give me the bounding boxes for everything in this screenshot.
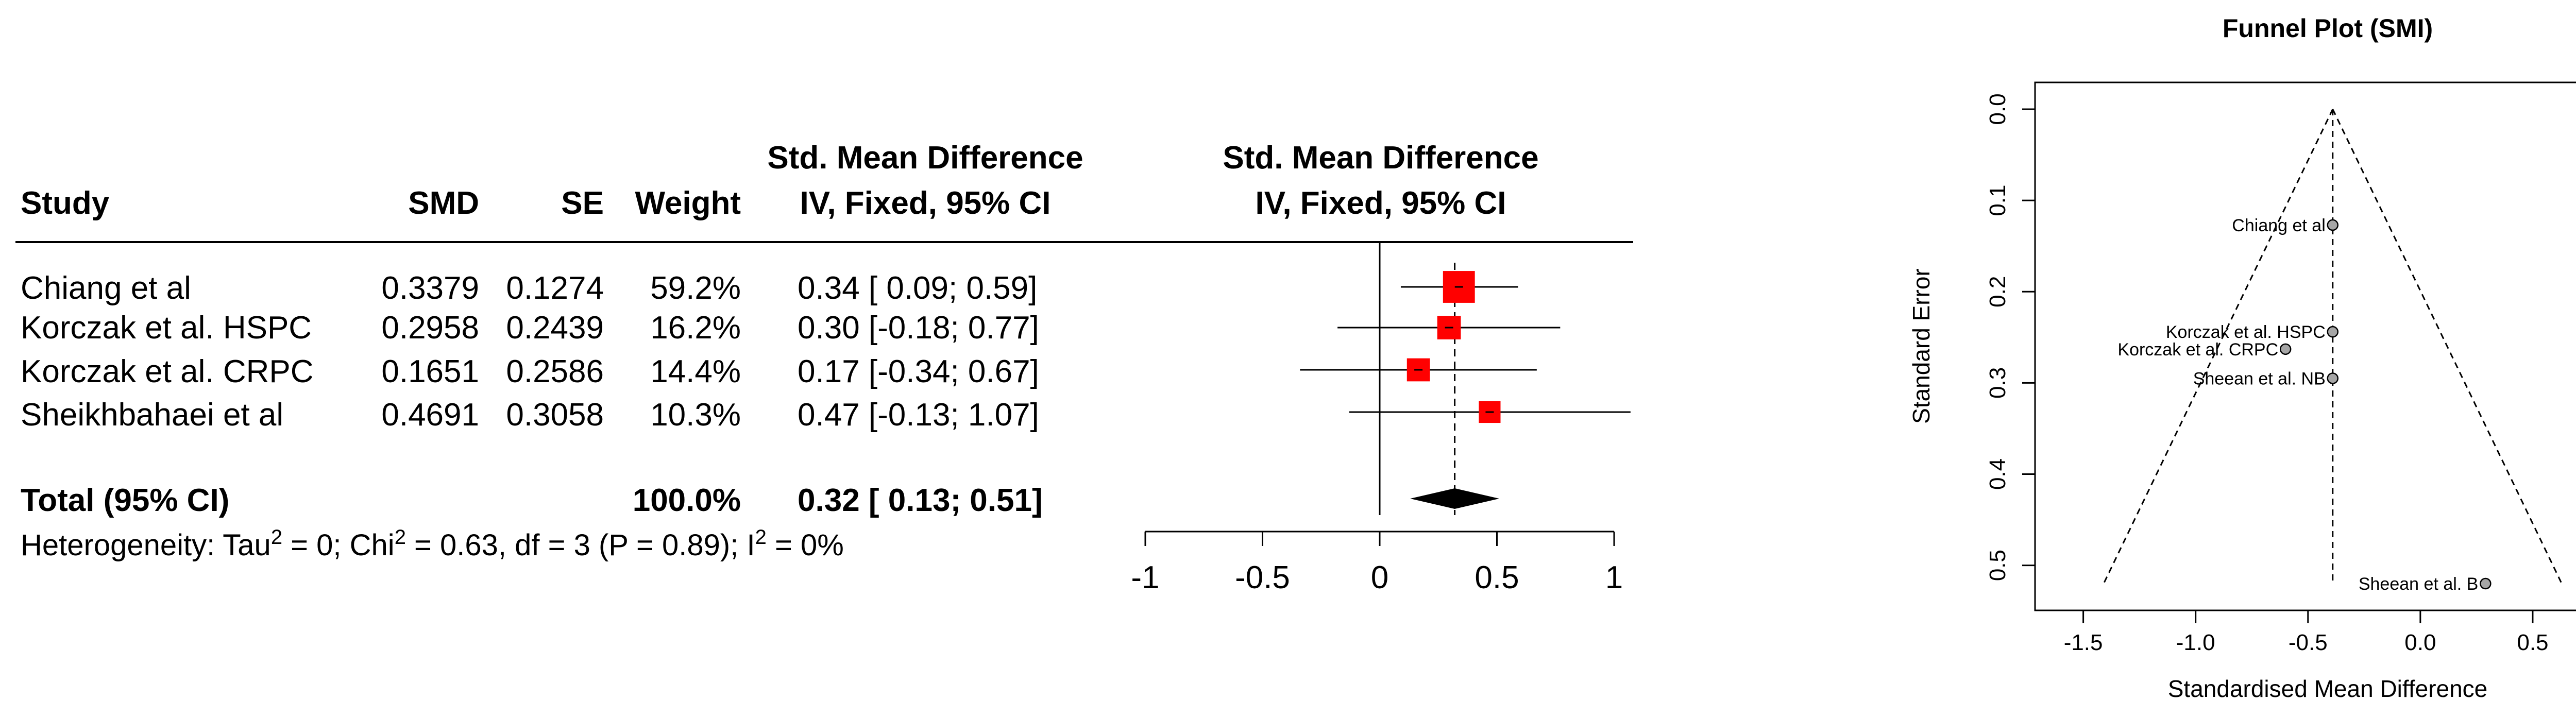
study-row-sheikhbahaei: Sheikhbahaei et al 0.4691 0.3058 10.3% 0…	[21, 397, 1039, 433]
funnel-plot-box	[2034, 81, 2576, 611]
funnel-x-label: Standardised Mean Difference	[2168, 675, 2488, 702]
study-se: 0.2586	[506, 354, 604, 389]
header-plot-title-1: Std. Mean Difference	[1223, 140, 1538, 176]
forest-x-tick-label: 0	[1371, 560, 1388, 595]
total-weight: 100.0%	[633, 483, 741, 518]
study-smd: 0.3379	[381, 270, 479, 306]
funnel-y-label: Standard Error	[1908, 268, 1935, 424]
study-row-chiang: Chiang et al 0.3379 0.1274 59.2% 0.34 [ …	[21, 270, 1037, 306]
study-name: Korczak et al. HSPC	[21, 310, 312, 346]
funnel-x-tick-label: 0.5	[2517, 630, 2548, 655]
study-se: 0.1274	[506, 270, 604, 306]
funnel-left-bound	[2103, 109, 2334, 584]
forest-x-tick-label: -0.5	[1235, 560, 1290, 595]
funnel-title: Funnel Plot (SMI)	[2223, 14, 2433, 43]
forest-plot: Study SMD SE Weight Std. Mean Difference…	[15, 140, 1633, 595]
pooled-diamond	[1410, 488, 1500, 509]
study-ci: 0.17 [-0.34; 0.67]	[798, 354, 1039, 389]
funnel-y-tick-label: 0.4	[1985, 458, 2010, 490]
study-smd: 0.2958	[381, 310, 479, 346]
funnel-point-label: Korczak et al. CRPC	[2117, 340, 2278, 360]
study-ci: 0.30 [-0.18; 0.77]	[798, 310, 1039, 346]
funnel-point-label: Sheean et al. B	[2359, 574, 2479, 594]
funnel-x-ticks: -1.5 -1.0 -0.5 0.0 0.5	[2064, 609, 2549, 655]
funnel-point-label: Korczak et al. HSPC	[2166, 322, 2326, 342]
forest-x-tick-label: -1	[1131, 560, 1159, 595]
header-plot-title-2: IV, Fixed, 95% CI	[1255, 185, 1506, 221]
funnel-right-bound	[2332, 109, 2563, 584]
total-row: Total (95% CI) 100.0% 0.32 [ 0.13; 0.51]	[21, 483, 1043, 518]
study-row-korczak-hspc: Korczak et al. HSPC 0.2958 0.2439 16.2% …	[21, 310, 1039, 346]
study-weight: 59.2%	[650, 270, 741, 306]
funnel-x-tick-label: -1.5	[2064, 630, 2103, 655]
funnel-y-tick-label: 0.3	[1985, 367, 2010, 399]
total-label: Total (95% CI)	[21, 483, 229, 518]
study-ci-lines	[1300, 286, 1631, 413]
funnel-x-tick-label: -1.0	[2176, 630, 2215, 655]
total-ci: 0.32 [ 0.13; 0.51]	[798, 483, 1043, 518]
study-weight: 16.2%	[650, 310, 741, 346]
study-row-korczak-crpc: Korczak et al. CRPC 0.1651 0.2586 14.4% …	[21, 354, 1039, 389]
funnel-point	[2327, 372, 2339, 384]
study-smd: 0.1651	[381, 354, 479, 389]
funnel-y-tick-label: 0.1	[1985, 185, 2010, 216]
study-ci: 0.47 [-0.13; 1.07]	[798, 397, 1039, 433]
study-se: 0.3058	[506, 397, 604, 433]
funnel-point	[2327, 219, 2339, 231]
funnel-y-tick-label: 0.0	[1985, 93, 2010, 125]
funnel-y-tick-label: 0.5	[1985, 550, 2010, 581]
study-name: Sheikhbahaei et al	[21, 397, 283, 433]
header-smd: SMD	[408, 185, 479, 221]
funnel-x-tick-label: 0.0	[2404, 630, 2436, 655]
study-name: Chiang et al	[21, 270, 191, 306]
funnel-lines	[2103, 109, 2563, 584]
funnel-x-tick-label: -0.5	[2289, 630, 2328, 655]
header-study: Study	[21, 185, 110, 221]
funnel-point-label: Sheean et al. NB	[2193, 369, 2326, 388]
funnel-y-tick-label: 0.2	[1985, 276, 2010, 308]
forest-x-tick-label: 1	[1605, 560, 1623, 595]
header-se: SE	[561, 185, 604, 221]
funnel-point	[2279, 343, 2292, 355]
funnel-point	[2327, 326, 2339, 338]
study-smd: 0.4691	[381, 397, 479, 433]
funnel-y-ticks: 0.0 0.1 0.2 0.3 0.4 0.5	[1985, 93, 2035, 581]
forest-x-ticks: -1 -0.5 0 0.5 1	[1131, 532, 1623, 595]
study-weight: 14.4%	[650, 354, 741, 389]
funnel-points	[2279, 219, 2492, 590]
study-se: 0.2439	[506, 310, 604, 346]
header-ci-title-2: IV, Fixed, 95% CI	[800, 185, 1050, 221]
study-markers	[1406, 271, 1501, 423]
heterogeneity-text: Heterogeneity: Tau2 = 0; Chi2 = 0.63, df…	[21, 526, 844, 562]
study-ci: 0.34 [ 0.09; 0.59]	[798, 270, 1037, 306]
funnel-point	[2480, 577, 2492, 590]
header-ci-title-1: Std. Mean Difference	[767, 140, 1083, 176]
forest-x-tick-label: 0.5	[1475, 560, 1519, 595]
header-weight: Weight	[635, 185, 741, 221]
funnel-point-label: Chiang et al	[2232, 216, 2325, 235]
study-name: Korczak et al. CRPC	[21, 354, 314, 389]
study-weight: 10.3%	[650, 397, 741, 433]
funnel-plot: Funnel Plot (SMI) Chiang et al Korczak et…	[1908, 14, 2576, 702]
